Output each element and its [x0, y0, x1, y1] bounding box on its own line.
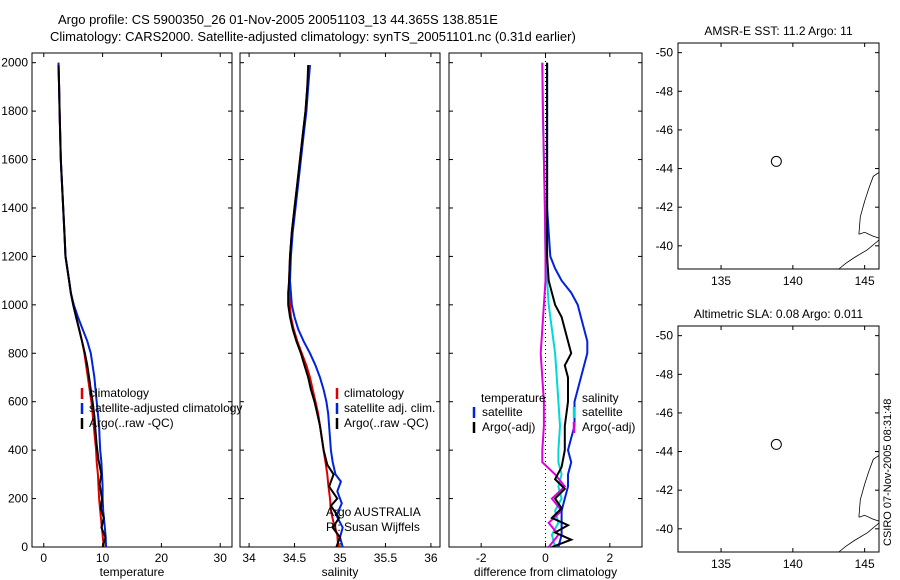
map-title-sst_map: AMSR-E SST: 11.2 Argo: 11 [704, 24, 853, 38]
legend-label-difference: Argo(-adj) [482, 420, 535, 434]
map-x-tick-label: 135 [711, 274, 731, 288]
x-tick-label: 35.5 [374, 551, 398, 565]
y-tick-label: 200 [8, 492, 28, 506]
map-x-tick-label: 140 [783, 274, 803, 288]
legend-label-temperature: climatology [89, 386, 149, 400]
coastline-2 [858, 172, 880, 235]
annotation-argo-australia: Argo AUSTRALIA [326, 505, 421, 519]
legend-title-salinity: salinity [582, 391, 619, 405]
map-frame-sst_map [677, 42, 880, 270]
x-tick-label: 34 [242, 551, 256, 565]
panel-sla_map: Altimetric SLA: 0.08 Argo: 0.011-40-42-4… [656, 307, 880, 571]
x-axis-label-difference: difference from climatology [474, 565, 617, 579]
x-tick-label: -2 [476, 551, 487, 565]
map-title-sla_map: Altimetric SLA: 0.08 Argo: 0.011 [694, 307, 864, 321]
series-group-salinity [287, 65, 344, 547]
plot-frame-difference [448, 52, 643, 548]
series-line-salinity-2 [287, 65, 342, 547]
legend-title-temperature: temperature [481, 391, 546, 405]
x-tick-label: 0 [40, 551, 47, 565]
legend-label-temperature: Argo(..raw -QC) [89, 416, 174, 430]
map-y-tick-label: -48 [656, 84, 674, 98]
plot-frame-temperature [31, 52, 233, 548]
y-tick-label: 400 [8, 443, 28, 457]
series-group-difference [539, 62, 589, 547]
panel-salinity: 34 34.5 35 35.5 36 salinity [239, 52, 441, 579]
series-group-temperature [57, 62, 108, 547]
y-tick-label: 1400 [1, 201, 28, 215]
x-tick-label: 10 [96, 551, 110, 565]
x-tick-label: 2 [606, 551, 613, 565]
map-y-tick-label: -46 [656, 123, 674, 137]
plot-frame-salinity [239, 52, 441, 548]
map-y-tick-label: -40 [656, 239, 674, 253]
argo-float-marker [770, 155, 782, 167]
figure-title-line1: Argo profile: CS 5900350_26 01-Nov-2005 … [58, 12, 498, 27]
map-y-tick-label: -44 [656, 162, 674, 176]
legend-label-salinity: Argo(..raw -QC) [344, 416, 429, 430]
y-tick-label: 1800 [1, 104, 28, 118]
legend-label-difference: satellite [482, 405, 523, 419]
x-tick-label: 36 [424, 551, 438, 565]
x-axis-label-salinity: salinity [322, 565, 359, 579]
legend-label-difference: satellite [582, 405, 623, 419]
y-tick-label: 1200 [1, 249, 28, 263]
map-y-tick-label: -42 [656, 200, 674, 214]
figure-title-line2: Climatology: CARS2000. Satellite-adjuste… [50, 29, 576, 44]
annotation-pi-name: PI: Susan Wijffels [326, 520, 420, 534]
y-tick-label: 800 [8, 346, 28, 360]
panel-temperature: 0 200 400 600 800 1000 1200 1400 1600 1800 2000 0 10… [1, 52, 233, 579]
legend-label-difference: Argo(-adj) [582, 420, 635, 434]
x-tick-label: 34.5 [283, 551, 307, 565]
x-tick-label: 0 [542, 551, 549, 565]
coastline-0 [838, 239, 880, 270]
y-tick-label: 0 [21, 540, 28, 554]
panel-sst_map: AMSR-E SST: 11.2 Argo: 11 -40 -42 -44 -46 -48… [656, 24, 880, 288]
legend-label-salinity: satellite adj. clim. [344, 401, 435, 415]
map-y-tick-label: -50 [656, 46, 674, 60]
legend-label-temperature: satellite-adjusted climatology [89, 401, 242, 415]
y-tick-label: 1600 [1, 153, 28, 167]
x-tick-label: 20 [155, 551, 169, 565]
x-axis-label-temperature: temperature [100, 565, 165, 579]
series-line-difference-3 [539, 62, 567, 547]
series-line-difference-1 [546, 62, 574, 547]
y-tick-label: 600 [8, 395, 28, 409]
x-tick-label: 35 [333, 551, 347, 565]
legend-label-salinity: climatology [344, 386, 404, 400]
y-tick-label: 2000 [1, 56, 28, 70]
coastline-1 [858, 231, 880, 239]
series-line-temperature-2 [57, 65, 107, 547]
series-line-difference-0 [546, 62, 589, 547]
x-tick-label: 30 [214, 551, 228, 565]
y-tick-label: 1000 [1, 298, 28, 312]
map-x-tick-label: 145 [855, 274, 875, 288]
